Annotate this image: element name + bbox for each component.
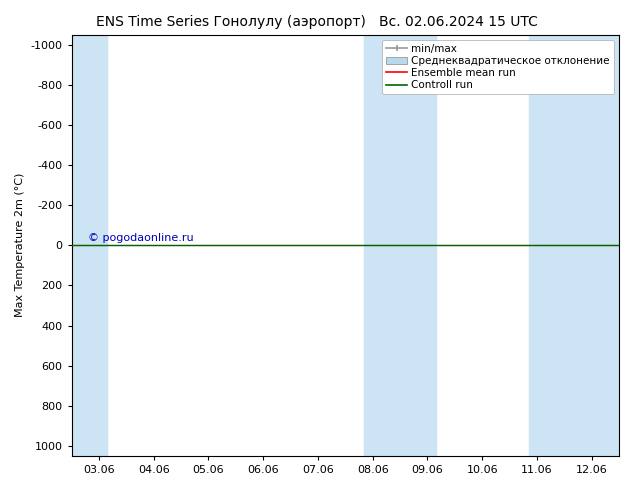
Bar bbox=[72, 35, 107, 456]
Text: © pogodaonline.ru: © pogodaonline.ru bbox=[88, 233, 193, 243]
Text: ENS Time Series Гонолулу (аэропорт)   Вс. 02.06.2024 15 UTC: ENS Time Series Гонолулу (аэропорт) Вс. … bbox=[96, 15, 538, 29]
Bar bbox=[365, 35, 436, 456]
Y-axis label: Max Temperature 2m (°C): Max Temperature 2m (°C) bbox=[15, 173, 25, 318]
Bar bbox=[529, 35, 619, 456]
Legend: min/max, Среднеквадратическое отклонение, Ensemble mean run, Controll run: min/max, Среднеквадратическое отклонение… bbox=[382, 40, 614, 95]
